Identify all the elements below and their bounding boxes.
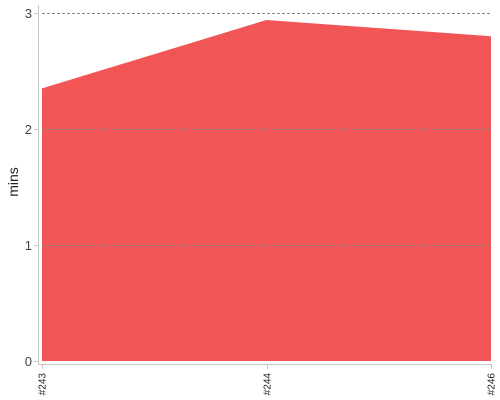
y-tick-labels: 0 1 2 3 — [25, 6, 32, 369]
y-tick-label-3: 3 — [25, 6, 32, 21]
x-tick-label-1: #244 — [263, 373, 274, 396]
y-tick-label-1: 1 — [25, 238, 32, 253]
x-tick-label-2: #246 — [487, 373, 498, 396]
x-tick-label-0: #243 — [38, 373, 49, 396]
x-tick-labels: #243 #244 #246 — [38, 373, 498, 396]
series-area — [42, 19, 491, 362]
series-area-fill — [42, 19, 491, 362]
y-tick-label-2: 2 — [25, 122, 32, 137]
axes — [34, 5, 492, 369]
y-tick-label-0: 0 — [25, 354, 32, 369]
y-axis-title: mins — [5, 167, 21, 197]
